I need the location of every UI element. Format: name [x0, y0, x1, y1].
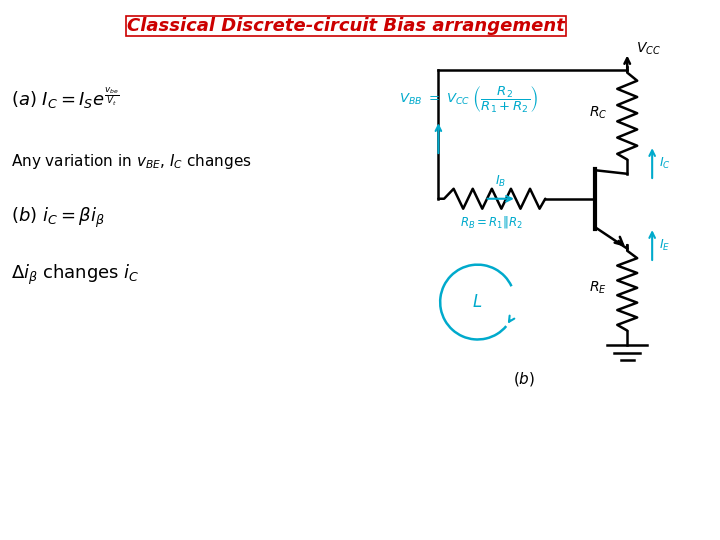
Text: $R_B = R_1 \| R_2$: $R_B = R_1 \| R_2$ [460, 214, 523, 231]
Text: $I_C$: $I_C$ [660, 156, 671, 171]
Text: Any variation in $v_{BE}$, $I_C$ changes: Any variation in $v_{BE}$, $I_C$ changes [11, 152, 252, 171]
Text: $(a)\ I_C = I_S e^{\frac{v_{be}}{V_t}}$: $(a)\ I_C = I_S e^{\frac{v_{be}}{V_t}}$ [11, 85, 120, 111]
Text: $V_{BB}\ =\ V_{CC}\ \left(\dfrac{R_2}{R_1 + R_2}\right)$: $V_{BB}\ =\ V_{CC}\ \left(\dfrac{R_2}{R_… [399, 85, 539, 115]
Text: $V_{CC}$: $V_{CC}$ [636, 41, 661, 57]
Text: $(b)$: $(b)$ [513, 369, 535, 388]
Text: $L$: $L$ [472, 293, 482, 311]
Text: $R_E$: $R_E$ [590, 280, 607, 296]
Text: Classical Discrete-circuit Bias arrangement: Classical Discrete-circuit Bias arrangem… [127, 17, 564, 35]
Text: $I_B$: $I_B$ [495, 174, 506, 189]
Text: $(b)\ i_C = \beta i_{\beta}$: $(b)\ i_C = \beta i_{\beta}$ [11, 206, 104, 230]
Text: $I_E$: $I_E$ [660, 238, 670, 253]
Text: $\Delta i_{\beta}$ changes $i_C$: $\Delta i_{\beta}$ changes $i_C$ [11, 263, 140, 287]
Text: $R_C$: $R_C$ [589, 105, 607, 122]
